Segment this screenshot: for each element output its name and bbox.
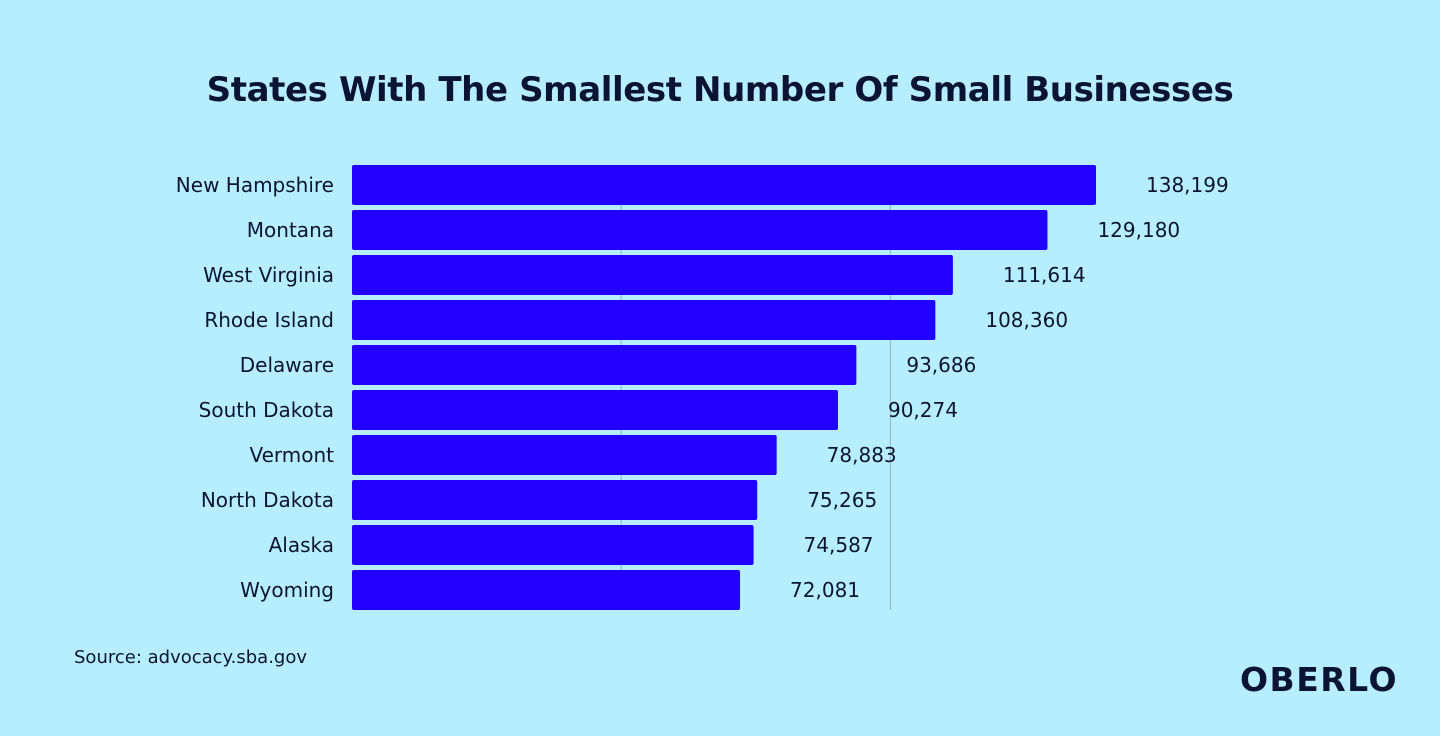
category-label: South Dakota — [199, 398, 334, 422]
value-label: 138,199 — [1146, 173, 1229, 197]
category-label: Wyoming — [240, 578, 334, 602]
value-label: 90,274 — [888, 398, 958, 422]
value-label: 72,081 — [790, 578, 860, 602]
value-label: 78,883 — [827, 443, 897, 467]
value-label: 93,686 — [906, 353, 976, 377]
bar — [352, 210, 1048, 250]
category-label: West Virginia — [203, 263, 334, 287]
category-label: Rhode Island — [204, 308, 334, 332]
chart-title: States With The Smallest Number Of Small… — [206, 70, 1234, 110]
bar — [352, 570, 741, 610]
value-label: 75,265 — [807, 488, 877, 512]
bar — [352, 390, 838, 430]
source-note: Source: advocacy.sba.gov — [74, 647, 308, 668]
oberlo-logo: OBERLO — [1240, 660, 1399, 699]
bar — [352, 525, 754, 565]
bar — [352, 300, 936, 340]
bar — [352, 435, 777, 475]
category-label: Vermont — [249, 443, 334, 467]
bar — [352, 480, 758, 520]
category-label: Alaska — [269, 533, 334, 557]
category-label: Delaware — [240, 353, 334, 377]
category-label: New Hampshire — [176, 173, 334, 197]
category-label: Montana — [247, 218, 334, 242]
value-label: 111,614 — [1003, 263, 1086, 287]
bar — [352, 345, 857, 385]
value-label: 108,360 — [985, 308, 1068, 332]
value-label: 129,180 — [1097, 218, 1180, 242]
value-label: 74,587 — [804, 533, 874, 557]
bar — [352, 165, 1096, 205]
bar — [352, 255, 953, 295]
category-label: North Dakota — [201, 488, 334, 512]
